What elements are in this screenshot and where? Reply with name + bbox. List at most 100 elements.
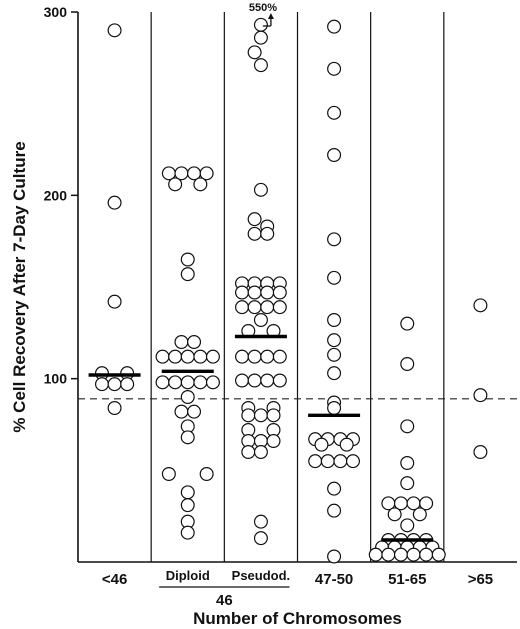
data-point bbox=[253, 58, 268, 73]
data-point bbox=[180, 252, 195, 267]
data-point bbox=[187, 335, 202, 350]
data-point bbox=[272, 349, 287, 364]
data-point bbox=[174, 404, 189, 419]
data-point bbox=[400, 476, 415, 491]
data-point bbox=[193, 375, 208, 390]
data-point bbox=[327, 347, 342, 362]
data-point bbox=[155, 349, 170, 364]
data-point bbox=[260, 300, 275, 315]
data-point bbox=[327, 148, 342, 163]
x-category-label: >65 bbox=[468, 571, 493, 588]
data-point bbox=[381, 547, 396, 562]
data-point bbox=[155, 375, 170, 390]
data-point bbox=[187, 404, 202, 419]
data-point bbox=[199, 166, 214, 181]
data-point bbox=[260, 285, 275, 300]
data-point bbox=[327, 401, 342, 416]
data-point bbox=[473, 298, 488, 313]
data-point bbox=[260, 349, 275, 364]
arrow-up-icon bbox=[267, 13, 274, 19]
data-point bbox=[431, 547, 446, 562]
data-point bbox=[400, 419, 415, 434]
data-point bbox=[180, 485, 195, 500]
off-scale-label: 550% bbox=[249, 2, 277, 14]
data-point bbox=[320, 454, 335, 469]
data-point bbox=[180, 349, 195, 364]
data-point bbox=[327, 366, 342, 381]
y-axis-title: % Cell Recovery After 7-Day Culture bbox=[10, 141, 29, 432]
data-point bbox=[235, 285, 250, 300]
data-point bbox=[327, 503, 342, 518]
data-point bbox=[333, 454, 348, 469]
data-point bbox=[199, 467, 214, 482]
data-point bbox=[419, 547, 434, 562]
data-point bbox=[253, 408, 268, 423]
y-tick-label: 100 bbox=[44, 371, 68, 387]
data-point bbox=[107, 294, 122, 309]
data-point bbox=[314, 437, 329, 452]
data-point bbox=[400, 456, 415, 471]
data-point bbox=[168, 349, 183, 364]
data-point bbox=[168, 375, 183, 390]
data-point bbox=[406, 547, 421, 562]
data-point bbox=[193, 177, 208, 192]
data-point bbox=[473, 445, 488, 460]
data-point bbox=[247, 373, 262, 388]
data-point bbox=[400, 518, 415, 533]
data-point bbox=[253, 17, 268, 32]
data-point bbox=[387, 507, 402, 522]
data-point bbox=[107, 195, 122, 210]
data-point bbox=[241, 445, 256, 460]
data-point bbox=[174, 335, 189, 350]
data-point bbox=[205, 349, 220, 364]
data-point bbox=[94, 377, 109, 392]
data-point bbox=[260, 373, 275, 388]
data-point bbox=[180, 430, 195, 445]
data-point bbox=[180, 525, 195, 540]
data-points bbox=[94, 17, 488, 564]
data-point bbox=[368, 547, 383, 562]
x-category-label: 51-65 bbox=[388, 571, 426, 588]
data-point bbox=[107, 401, 122, 416]
x-category-label: <46 bbox=[102, 571, 127, 588]
plot-frame bbox=[77, 12, 517, 563]
median-bars bbox=[88, 334, 434, 542]
x-category-label: 47-50 bbox=[315, 571, 353, 588]
data-point bbox=[247, 45, 262, 60]
x-category-label: Diploid bbox=[166, 568, 210, 583]
x-axis-title: Number of Chromosomes bbox=[193, 609, 402, 628]
data-point bbox=[253, 30, 268, 45]
data-point bbox=[272, 373, 287, 388]
data-point bbox=[253, 182, 268, 197]
data-point bbox=[412, 507, 427, 522]
data-point bbox=[180, 375, 195, 390]
data-point bbox=[327, 19, 342, 34]
data-point bbox=[180, 498, 195, 513]
data-point bbox=[253, 445, 268, 460]
data-point bbox=[327, 481, 342, 496]
data-point bbox=[205, 375, 220, 390]
data-point bbox=[168, 177, 183, 192]
x-category-label: Pseudod. bbox=[232, 568, 291, 583]
data-point bbox=[272, 285, 287, 300]
y-axis: 100 200 300 bbox=[44, 4, 78, 387]
data-point bbox=[266, 434, 281, 449]
data-point bbox=[253, 514, 268, 529]
y-tick-label: 300 bbox=[44, 4, 68, 20]
data-point bbox=[260, 226, 275, 241]
data-point bbox=[241, 408, 256, 423]
data-point bbox=[235, 300, 250, 315]
data-point bbox=[272, 300, 287, 315]
data-point bbox=[400, 316, 415, 331]
data-point bbox=[235, 349, 250, 364]
data-point bbox=[400, 357, 415, 372]
off-scale-annotation: 550% bbox=[249, 2, 277, 27]
data-point bbox=[393, 547, 408, 562]
data-point bbox=[247, 226, 262, 241]
data-point bbox=[339, 437, 354, 452]
y-tick-label: 200 bbox=[44, 187, 68, 203]
data-point bbox=[266, 408, 281, 423]
data-point bbox=[345, 454, 360, 469]
data-point bbox=[419, 496, 434, 511]
